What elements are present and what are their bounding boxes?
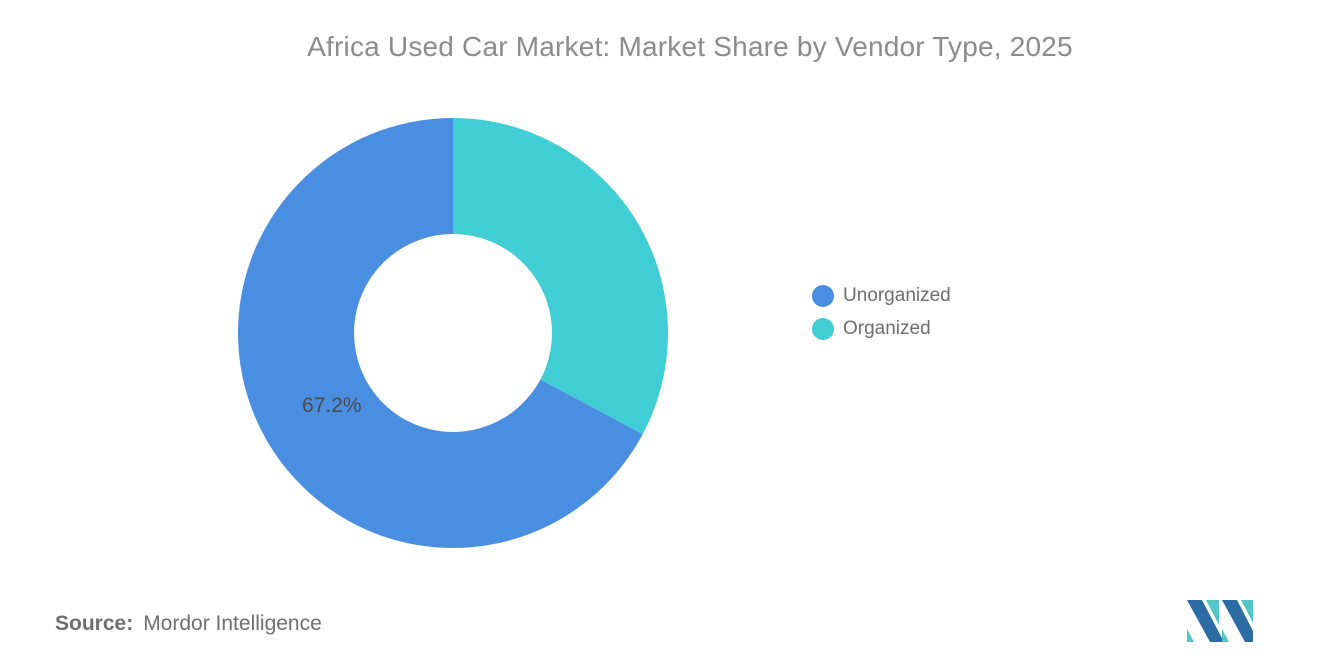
- mordor-intelligence-logo: [1187, 600, 1253, 642]
- chart-title: Africa Used Car Market: Market Share by …: [307, 31, 1073, 62]
- donut-chart: 67.2%: [238, 118, 668, 548]
- legend-label-organized: Organized: [843, 318, 931, 339]
- logo-left-teal-corner: [1187, 629, 1194, 642]
- donut-slice-organized[interactable]: [453, 118, 668, 435]
- legend-item-organized[interactable]: Organized: [812, 318, 951, 340]
- logo-left-teal-triangle: [1206, 600, 1219, 625]
- logo-left-blue-band: [1187, 600, 1224, 642]
- logo-right-teal-triangle: [1241, 600, 1253, 623]
- source-line: Source: Mordor Intelligence: [55, 612, 322, 636]
- donut-chart-area: 67.2%: [233, 113, 673, 553]
- legend-swatch-unorganized[interactable]: [812, 285, 834, 307]
- donut-slice-unorganized[interactable]: [238, 118, 643, 548]
- logo-right-teal-corner: [1222, 629, 1229, 642]
- chart-legend: Unorganized Organized: [812, 285, 951, 340]
- legend-item-unorganized[interactable]: Unorganized: [812, 285, 951, 307]
- legend-label-unorganized: Unorganized: [843, 285, 951, 306]
- source-value: Mordor Intelligence: [143, 612, 322, 635]
- logo-right-blue-band: [1222, 600, 1253, 642]
- slice-value-label-unorganized: 67.2%: [302, 394, 362, 417]
- legend-swatch-organized[interactable]: [812, 318, 834, 340]
- source-label: Source:: [55, 612, 134, 635]
